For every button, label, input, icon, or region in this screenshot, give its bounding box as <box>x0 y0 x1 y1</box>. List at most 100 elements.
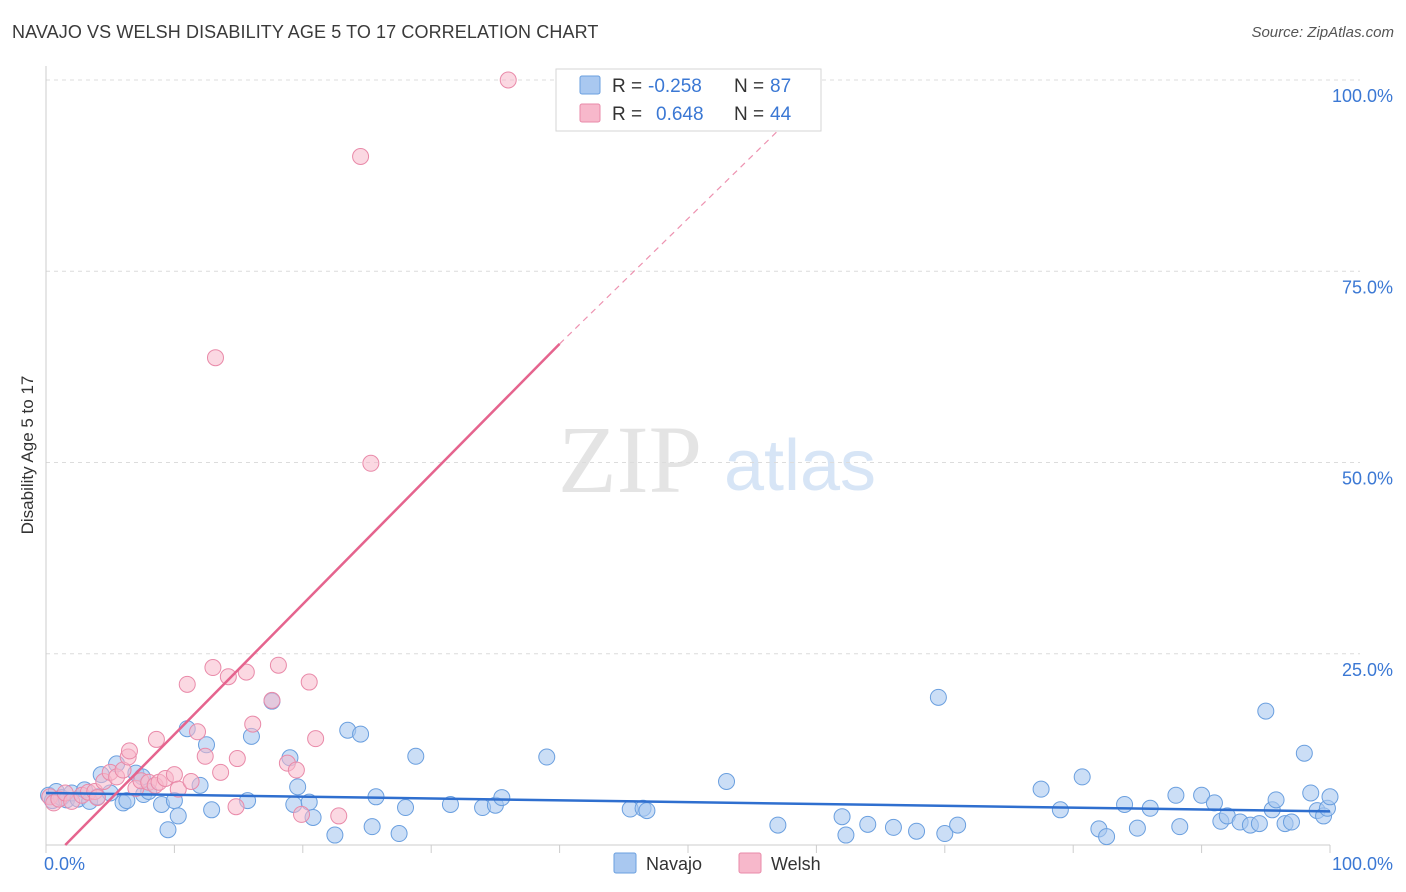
navajo-point <box>169 807 187 825</box>
welsh-point <box>219 668 237 686</box>
navajo-point <box>1073 768 1091 786</box>
navajo-point <box>118 792 136 810</box>
legend-welsh-label: Welsh <box>771 854 821 874</box>
navajo-point <box>884 818 902 836</box>
welsh-point <box>212 763 230 781</box>
welsh-trend-line <box>64 343 561 846</box>
watermark-atlas: atlas <box>724 426 876 506</box>
navajo-point <box>929 688 947 706</box>
navajo-point <box>390 825 408 843</box>
legend-navajo-swatch <box>613 852 637 874</box>
navajo-point <box>493 789 511 807</box>
welsh-point <box>330 807 348 825</box>
navajo-trend-line <box>45 791 1331 813</box>
navajo-point <box>1302 784 1320 802</box>
welsh-point <box>300 673 318 691</box>
navajo-n-label: N = <box>734 76 764 97</box>
welsh-point <box>244 715 262 733</box>
welsh-point <box>206 349 224 367</box>
watermark-zip: ZIP <box>558 406 702 513</box>
navajo-r-value: -0.258 <box>648 76 702 97</box>
navajo-point <box>1116 795 1134 813</box>
navajo-point <box>1250 815 1268 833</box>
welsh-point <box>204 659 222 677</box>
navajo-point <box>859 815 877 833</box>
chart-title: NAVAJO VS WELSH DISABILITY AGE 5 TO 17 C… <box>12 22 599 42</box>
welsh-point <box>287 761 305 779</box>
navajo-point <box>1167 786 1185 804</box>
welsh-point <box>228 750 246 768</box>
welsh-point <box>147 730 165 748</box>
y-tick-label: 25.0% <box>1342 660 1393 680</box>
navajo-point <box>289 778 307 796</box>
welsh-point <box>293 805 311 823</box>
welsh-r-value: 0.648 <box>656 104 704 125</box>
navajo-point <box>1051 801 1069 819</box>
navajo-point <box>1098 828 1116 846</box>
y-tick-labels: 25.0% 50.0% 75.0% 100.0% <box>1332 86 1393 680</box>
navajo-point <box>1128 819 1146 837</box>
welsh-point <box>269 656 287 674</box>
navajo-point <box>833 808 851 826</box>
navajo-points <box>40 688 1339 846</box>
welsh-point <box>189 723 207 741</box>
welsh-n-label: N = <box>734 104 764 125</box>
welsh-swatch <box>579 103 601 123</box>
navajo-point <box>949 816 967 834</box>
navajo-point <box>1257 702 1275 720</box>
welsh-point <box>352 148 370 165</box>
x-tick-labels: 0.0% 100.0% <box>44 854 1393 874</box>
stats-legend: R = -0.258 N = 87 R = 0.648 N = 44 <box>555 68 822 132</box>
welsh-point <box>499 71 517 89</box>
navajo-point <box>936 825 954 843</box>
welsh-point <box>196 747 214 765</box>
navajo-n-value: 87 <box>770 76 791 97</box>
welsh-point <box>227 798 245 816</box>
x-tick-label-max: 100.0% <box>1332 854 1393 874</box>
navajo-point <box>638 802 656 820</box>
welsh-point <box>120 742 138 760</box>
navajo-point <box>718 773 736 791</box>
axes <box>45 66 1331 853</box>
navajo-point <box>363 818 381 836</box>
navajo-point <box>1321 788 1339 806</box>
navajo-point <box>1267 791 1285 809</box>
welsh-point <box>178 675 196 693</box>
navajo-point <box>1032 780 1050 798</box>
welsh-point <box>362 454 380 472</box>
navajo-swatch <box>579 75 601 95</box>
bottom-legend: Navajo Welsh <box>613 852 821 874</box>
y-tick-label: 50.0% <box>1342 469 1393 489</box>
navajo-point <box>769 816 787 834</box>
welsh-trend-extension <box>559 117 792 345</box>
welsh-r-label: R = <box>612 104 642 125</box>
welsh-point <box>88 789 106 807</box>
grid-lines <box>46 79 1360 655</box>
welsh-point <box>182 773 200 791</box>
welsh-n-value: 44 <box>770 104 792 125</box>
navajo-point <box>441 795 459 813</box>
navajo-point <box>538 748 556 766</box>
trend-lines <box>45 117 1331 846</box>
navajo-point <box>397 799 415 817</box>
navajo-point <box>1171 818 1189 836</box>
welsh-point <box>307 730 325 748</box>
navajo-point <box>837 826 855 844</box>
welsh-point <box>165 766 183 784</box>
navajo-point <box>352 725 370 743</box>
welsh-point <box>169 780 187 798</box>
y-tick-label: 100.0% <box>1332 86 1393 106</box>
y-tick-label: 75.0% <box>1342 277 1393 297</box>
navajo-r-label: R = <box>612 76 642 97</box>
navajo-point <box>203 801 221 819</box>
legend-navajo-label: Navajo <box>646 854 702 874</box>
legend-welsh-swatch <box>738 852 762 874</box>
welsh-point <box>263 691 281 709</box>
navajo-point <box>908 822 926 840</box>
navajo-point <box>407 747 425 765</box>
navajo-point <box>159 821 177 839</box>
navajo-point <box>1193 786 1211 804</box>
navajo-point <box>1282 813 1300 831</box>
navajo-point <box>1295 744 1313 762</box>
